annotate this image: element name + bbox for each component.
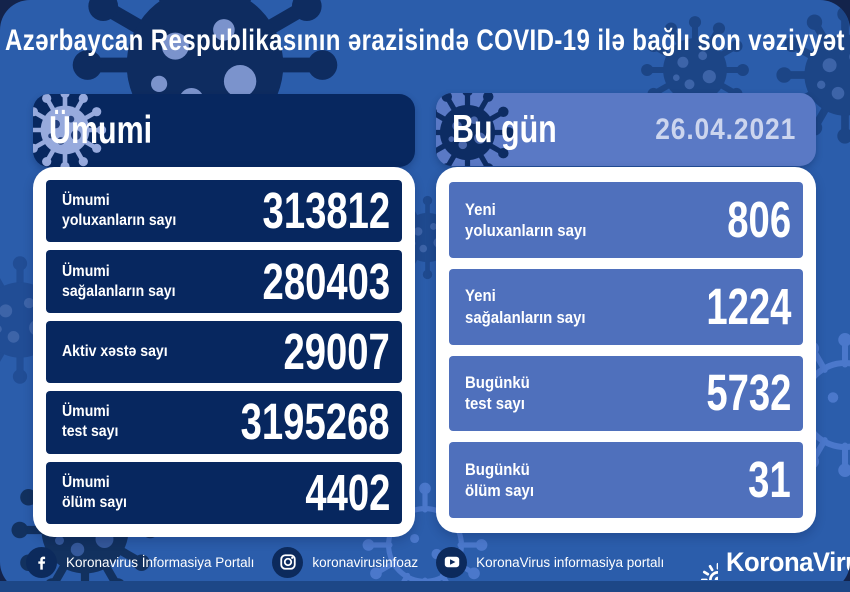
facebook-label: Koronavirus İnformasiya Portalı (66, 554, 255, 570)
koronavirus-logo: KoronaVirus info (682, 544, 850, 580)
stat-value: 31 (748, 451, 791, 509)
instagram-icon (272, 546, 304, 578)
today-section-title: Bu gün (452, 107, 557, 151)
stat-value: 1224 (705, 277, 791, 335)
stat-label: Ümumi sağalanların sayı (62, 262, 176, 300)
total-section-header: Ümumi (33, 94, 415, 167)
facebook-link[interactable]: Koronavirus İnformasiya Portalı (26, 546, 255, 578)
stat-row-total-recovered: Ümumi sağalanların sayı 280403 (46, 250, 402, 313)
stat-row-new-infections: Yeni yoluxanların sayı 806 (449, 182, 803, 258)
stat-label: Yeni yoluxanların sayı (465, 199, 587, 240)
stat-value: 806 (727, 190, 791, 248)
report-date: 26.04.2021 (655, 112, 796, 146)
stat-row-active-cases: Aktiv xəstə sayı 29007 (46, 320, 402, 384)
koronavirus-logo-text: KoronaVirus (726, 546, 850, 577)
stat-label: Bugünkü ölüm sayı (465, 459, 535, 501)
koronavirus-logo-icon (701, 562, 719, 580)
stat-label: Yeni sağalanların sayı (465, 286, 586, 327)
stat-label: Ümumi ölüm sayı (62, 473, 127, 511)
total-stats-panel: Ümumi yoluxanların sayı 313812 Ümumi sağ… (33, 167, 415, 537)
youtube-label: KoronaVirus informasiya portalı (476, 554, 665, 570)
stat-label: Ümumi yoluxanların sayı (62, 192, 177, 230)
footer: Koronavirus İnformasiya Portalı koronavi… (0, 538, 850, 586)
instagram-label: koronavirusinfoaz (312, 554, 419, 570)
youtube-link[interactable]: KoronaVirus informasiya portalı (436, 546, 665, 578)
stat-row-today-tests: Bugünkü test sayı 5732 (449, 355, 803, 432)
stat-label: Bugünkü test sayı (465, 373, 530, 414)
total-section-title: Ümumi (49, 108, 153, 152)
youtube-icon (436, 546, 468, 578)
bottom-accent-strip (0, 581, 850, 592)
stat-row-new-recovered: Yeni sağalanların sayı 1224 (449, 268, 803, 345)
today-section-header: Bu gün 26.04.2021 (436, 93, 816, 166)
stat-row-total-deaths: Ümumi ölüm sayı 4402 (46, 461, 402, 525)
stat-label: Aktiv xəstə sayı (62, 343, 168, 361)
page-title: Azərbaycan Respublikasının ərazisində CO… (0, 24, 850, 58)
page-title-text: Azərbaycan Respublikasının ərazisində CO… (5, 24, 845, 57)
today-stats-panel: Yeni yoluxanların sayı 806 Yeni sağalanl… (436, 167, 816, 533)
stat-value: 313812 (262, 182, 390, 240)
instagram-link[interactable]: koronavirusinfoaz (272, 546, 419, 578)
stat-value: 3195268 (241, 393, 390, 451)
stat-row-total-tests: Ümumi test sayı 3195268 (46, 391, 402, 454)
stat-value: 4402 (304, 463, 390, 521)
stat-row-total-infections: Ümumi yoluxanların sayı 313812 (46, 180, 402, 243)
stat-value: 280403 (262, 252, 390, 310)
stat-value: 29007 (283, 323, 390, 381)
stat-row-today-deaths: Bugünkü ölüm sayı 31 (449, 442, 803, 518)
facebook-icon (26, 546, 57, 578)
stat-value: 5732 (705, 364, 791, 422)
stat-label: Ümumi test sayı (62, 403, 119, 441)
